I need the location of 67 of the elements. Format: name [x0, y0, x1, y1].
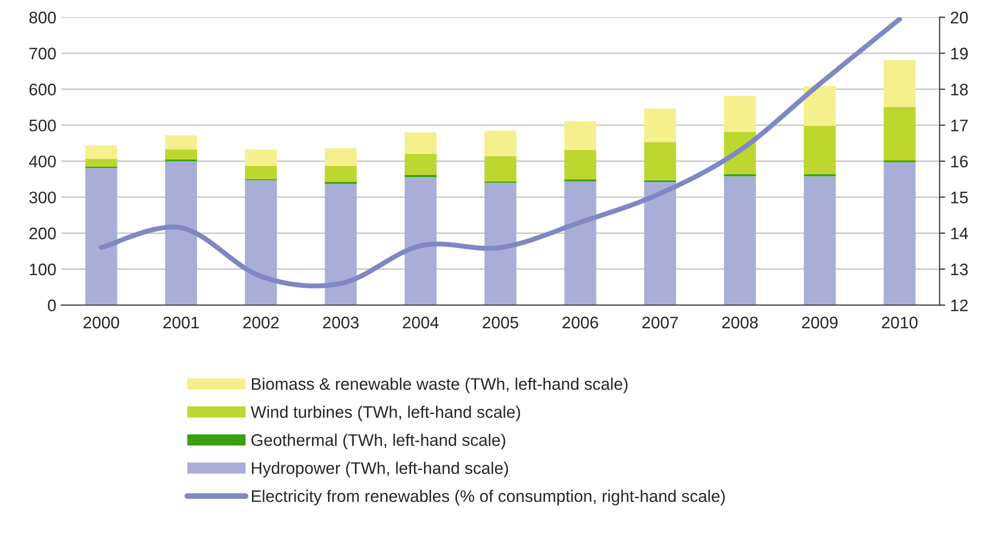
bar [85, 145, 118, 160]
bar [165, 149, 198, 160]
x-tick-label: 2002 [243, 316, 279, 328]
y-tick-label: 800 [29, 12, 56, 24]
bar [404, 154, 437, 175]
bar [324, 148, 357, 166]
x-tick-label: 2010 [882, 316, 918, 328]
x-tick-label: 2000 [84, 316, 120, 328]
y-tick-label: 700 [30, 48, 56, 60]
bar [724, 176, 756, 306]
x-tick-label: 2004 [402, 316, 439, 328]
y-tick-label: 400 [29, 156, 56, 168]
bar [644, 108, 676, 142]
bar [484, 182, 516, 306]
bar [165, 161, 198, 306]
y2-tick-label: 14 [951, 228, 968, 240]
x-tick-label: 2009 [802, 316, 838, 328]
y2-tick-label: 20 [950, 12, 968, 24]
y-tick-label: 200 [29, 228, 56, 240]
y-tick-label: 0 [48, 300, 56, 312]
bar [884, 60, 916, 107]
bar [884, 106, 916, 160]
bar [85, 168, 118, 306]
y2-tick-label: 15 [951, 192, 968, 204]
bar [724, 96, 756, 132]
y2-tick-label: 19 [951, 48, 968, 60]
x-tick-label: 2006 [562, 316, 598, 328]
bar [324, 166, 357, 182]
y2-tick-label: 18 [951, 84, 968, 96]
y2-tick-label: 16 [951, 156, 968, 168]
legend-label: Wind turbines (TWh, left-hand scale) [250, 406, 520, 422]
bar [564, 121, 596, 150]
y-tick-label: 600 [30, 84, 56, 96]
x-tick-label: 2005 [482, 316, 518, 328]
bar [884, 162, 916, 306]
y-tick-label: 500 [29, 120, 56, 132]
x-tick-label: 2007 [642, 316, 678, 328]
bar [85, 159, 118, 167]
bar [804, 126, 836, 174]
y2-tick-label: 12 [951, 300, 968, 312]
bar [165, 135, 198, 150]
bar [404, 174, 437, 178]
bar [404, 132, 437, 154]
bar [244, 150, 277, 166]
bar [564, 181, 596, 306]
x-tick-label: 2008 [722, 316, 758, 328]
y-tick-label: 100 [30, 264, 56, 276]
bar [244, 180, 277, 306]
bar [404, 177, 437, 306]
legend-label: Biomass & renewable waste (TWh, left-hand scale) [252, 378, 628, 394]
bar [804, 176, 836, 306]
y2-tick-label: 13 [951, 264, 968, 276]
legend-label: Electricity from renewables (% of consumption, right-hand scale) [252, 490, 725, 506]
bar [564, 150, 596, 180]
bar [644, 142, 676, 180]
bar [484, 130, 516, 156]
bar [804, 86, 836, 126]
bar [644, 182, 676, 306]
legend-label: Geothermal (TWh, left-hand scale) [251, 434, 506, 450]
y-tick-label: 300 [29, 192, 56, 204]
x-tick-label: 2001 [163, 316, 199, 328]
x-tick-label: 2003 [323, 316, 359, 328]
bar [484, 156, 516, 182]
y2-tick-label: 17 [951, 120, 968, 132]
bar [244, 166, 277, 180]
bar [324, 184, 357, 306]
legend-label: Hydropower (TWh, left-hand scale) [252, 462, 508, 478]
